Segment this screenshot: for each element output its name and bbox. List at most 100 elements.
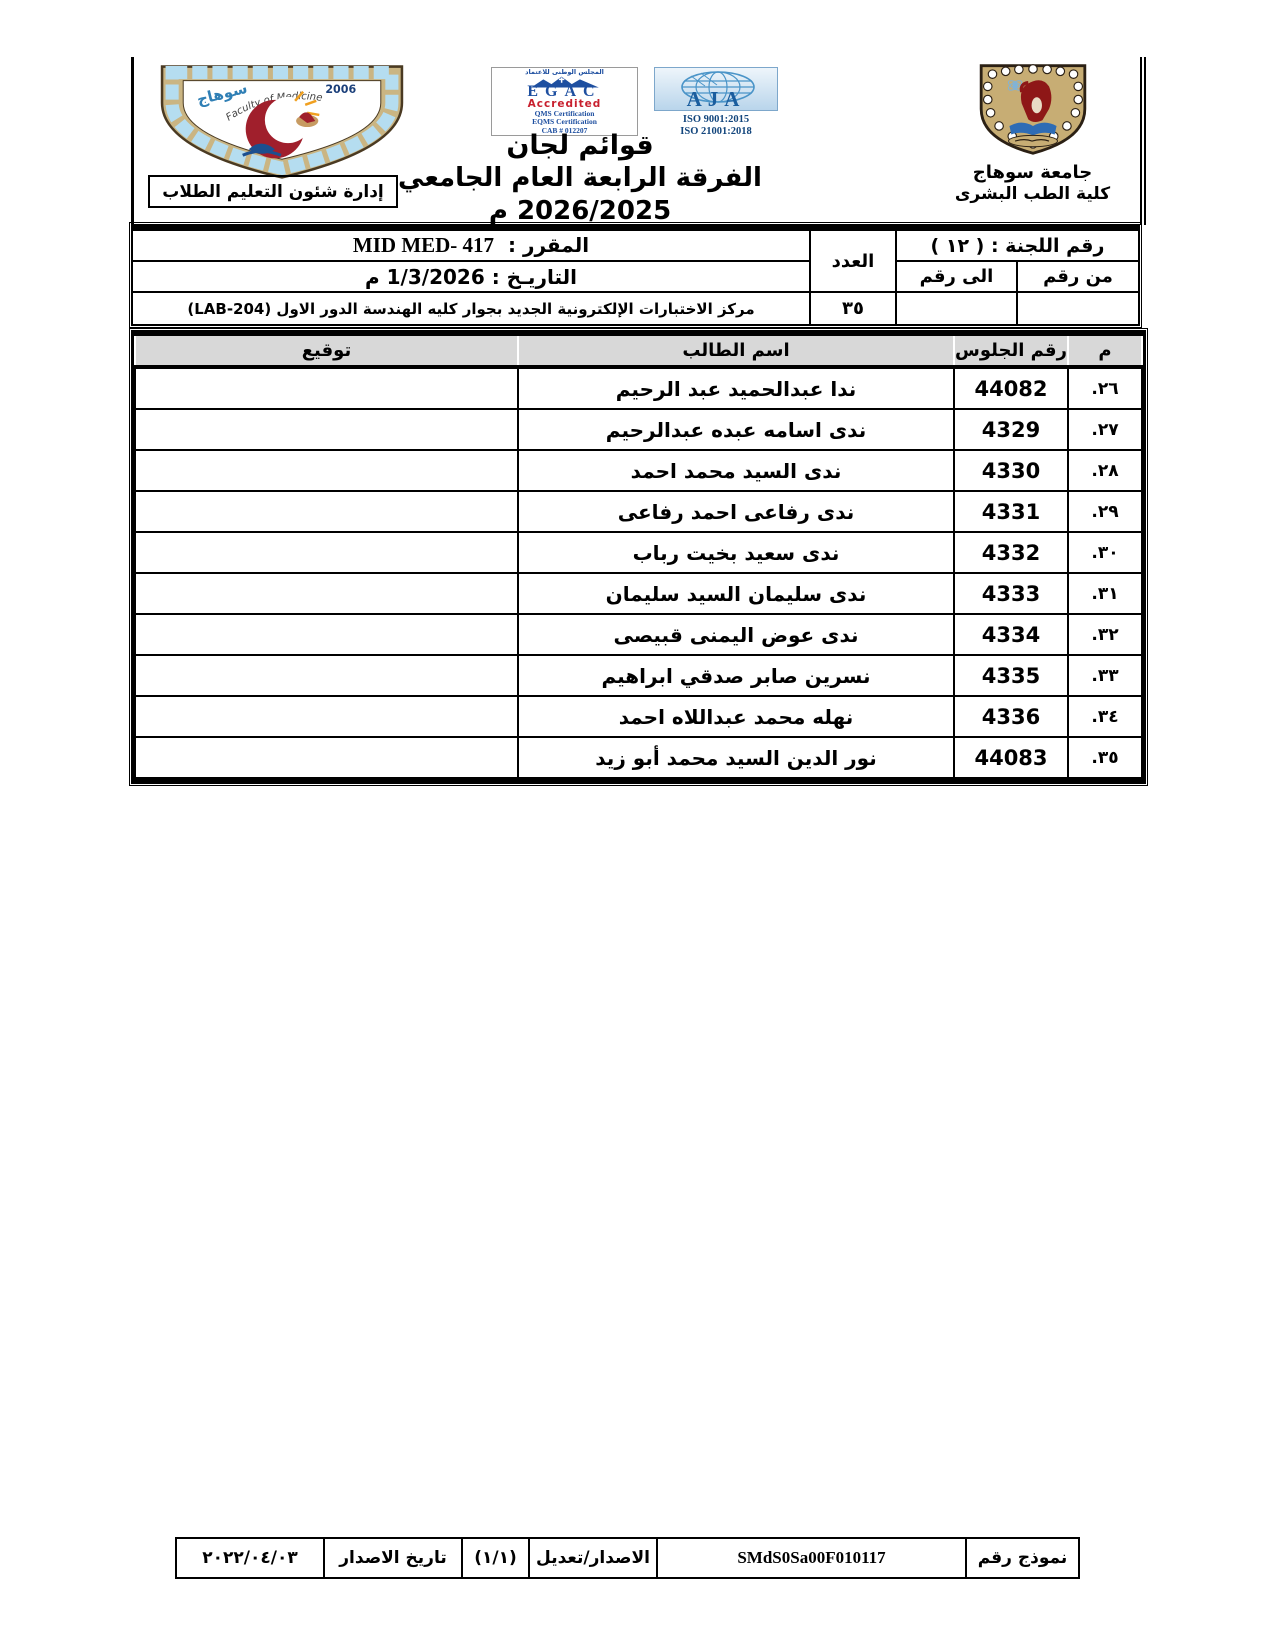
student-name: نسرين صابر صدقي ابراهيم: [517, 654, 955, 697]
row-number: ٣٠.: [1067, 531, 1143, 574]
aja-certification-logo: AJA ISO 9001:2015 ISO 21001:2018: [654, 67, 778, 138]
exam-location: مركز الاختبارات الإلكترونية الجديد بجوار…: [131, 291, 811, 326]
signature-cell: [134, 613, 519, 656]
to-number-label: الى رقم: [895, 260, 1018, 293]
date-suffix: م: [365, 264, 380, 289]
issue-date-value: ٢٠٢٢/٠٤/٠٣: [175, 1537, 325, 1579]
student-name: ندى عوض اليمنى قبيصى: [517, 613, 955, 656]
student-affairs-office-label: إدارة شئون التعليم الطلاب: [162, 181, 384, 202]
student-name: ندى سعيد بخيت رباب: [517, 531, 955, 574]
aja-globe-box: AJA: [654, 67, 778, 111]
egac-cert-line-1: QMS Certification: [534, 108, 595, 118]
student-name: ندى رفاعى احمد رفاعى: [517, 490, 955, 533]
aja-iso-line-2: ISO 21001:2018: [680, 126, 752, 137]
seat-number: 44083: [953, 736, 1069, 779]
page-subtitle: الفرقة الرابعة العام الجامعي 2026/2025 م: [398, 163, 762, 226]
seat-number: 4335: [953, 654, 1069, 697]
signature-cell: [134, 366, 519, 410]
faculty-of-medicine-logo-icon: 2006 Faculty of Medicine سوهاج: [156, 62, 408, 182]
university-name: جامعة سوهاج: [972, 162, 1093, 183]
header-right-border: [1134, 57, 1146, 225]
column-header-seat: رقم الجلوس: [953, 336, 1069, 369]
table-row: ٢٦. 44082 ندا عبدالحميد عبد الرحيم: [134, 366, 1143, 410]
table-row: ٢٨. 4330 ندى السيد محمد احمد: [134, 449, 1143, 492]
seat-number: 4333: [953, 572, 1069, 615]
egac-cert-line-2: EQMS Certification: [532, 117, 597, 126]
student-name: ندى سليمان السيد سليمان: [517, 572, 955, 615]
row-number: ٣٢.: [1067, 613, 1143, 656]
signature-cell: [134, 531, 519, 574]
date-label: التاريـخ :: [491, 264, 577, 289]
student-affairs-office-box: إدارة شئون التعليم الطلاب: [148, 175, 398, 208]
row-number: ٢٧.: [1067, 408, 1143, 451]
egac-cert-line-3: CAB # 012207: [541, 125, 588, 135]
column-header-signature: توقيع: [134, 336, 519, 369]
table-row: ٣٢. 4334 ندى عوض اليمنى قبيصى: [134, 613, 1143, 656]
seat-number: 4334: [953, 613, 1069, 656]
form-number-label: نموذج رقم: [965, 1537, 1080, 1579]
seat-number: 4330: [953, 449, 1069, 492]
egac-accreditation-logo: المجلس الوطنى للاعتماد EGAC Accredited Q…: [491, 67, 638, 136]
seat-number: 4332: [953, 531, 1069, 574]
seat-number: 4329: [953, 408, 1069, 451]
faculty-name: كلية الطب البشرى: [954, 184, 1111, 204]
student-name: ندى السيد محمد احمد: [517, 449, 955, 492]
table-row: ٢٧. 4329 ندى اسامه عبده عبدالرحيم: [134, 408, 1143, 451]
row-number: ٣٣.: [1067, 654, 1143, 697]
sohag-university-logo-icon: [979, 64, 1086, 155]
students-table-header-row: م رقم الجلوس اسم الطالب توقيع: [134, 336, 1143, 369]
signature-cell: [134, 449, 519, 492]
row-number: ٣٤.: [1067, 695, 1143, 738]
date-value: 1/3/2026: [386, 264, 485, 289]
to-number-value: [895, 291, 1018, 326]
committee-number: رقم اللجنة : ( ١٢ ): [895, 226, 1140, 262]
signature-cell: [134, 654, 519, 697]
egac-top-text: المجلس الوطنى للاعتماد: [525, 68, 604, 76]
table-row: ٣٠. 4332 ندى سعيد بخيت رباب: [134, 531, 1143, 574]
table-row: ٣٥. 44083 نور الدين السيد محمد أبو زيد: [134, 736, 1143, 779]
aja-iso-line-1: ISO 9001:2015: [682, 114, 750, 125]
table-row: ٢٩. 4331 ندى رفاعى احمد رفاعى: [134, 490, 1143, 533]
signature-cell: [134, 408, 519, 451]
row-number: ٣٥.: [1067, 736, 1143, 779]
revision-label: الاصدار/تعديل: [528, 1537, 658, 1579]
student-name: نهله محمد عبداللاه احمد: [517, 695, 955, 738]
count-label: العدد: [809, 226, 897, 293]
aja-name: AJA: [686, 87, 746, 111]
row-number: ٢٨.: [1067, 449, 1143, 492]
count-value: ٣٥: [809, 291, 897, 326]
table-row: ٣١. 4333 ندى سليمان السيد سليمان: [134, 572, 1143, 615]
row-number: ٢٦.: [1067, 366, 1143, 410]
form-code: SMdS0Sa00F010117: [656, 1537, 967, 1579]
seat-number: 44082: [953, 366, 1069, 410]
page-title: قوائم لجان: [506, 130, 654, 161]
student-name: نور الدين السيد محمد أبو زيد: [517, 736, 955, 779]
course-label: المقرر :: [508, 233, 590, 257]
issue-date-label: تاريخ الاصدار: [323, 1537, 463, 1579]
egac-mountains-icon: [530, 76, 599, 88]
aja-globe-icon: [681, 71, 755, 103]
signature-cell: [134, 695, 519, 738]
egac-accredited-label: Accredited: [527, 97, 602, 110]
document-footer: نموذج رقم SMdS0Sa00F010117 الاصدار/تعديل…: [175, 1537, 1080, 1579]
row-number: ٣١.: [1067, 572, 1143, 615]
signature-cell: [134, 736, 519, 779]
egac-name: EGAC: [527, 82, 602, 100]
column-header-number: م: [1067, 336, 1143, 369]
from-number-value: [1016, 291, 1140, 326]
student-name: ندى اسامه عبده عبدالرحيم: [517, 408, 955, 451]
revision-value: (١/١): [461, 1537, 530, 1579]
students-table: م رقم الجلوس اسم الطالب توقيع ٢٦. 44082 ند…: [129, 328, 1148, 786]
seat-number: 4336: [953, 695, 1069, 738]
seat-number: 4331: [953, 490, 1069, 533]
exam-date-cell: التاريـخ : 1/3/2026 م: [131, 260, 811, 293]
column-header-name: اسم الطالب: [517, 336, 955, 369]
table-row: ٣٣. 4335 نسرين صابر صدقي ابراهيم: [134, 654, 1143, 697]
table-row: ٣٤. 4336 نهله محمد عبداللاه احمد: [134, 695, 1143, 738]
course-code: MID MED- 417: [352, 233, 495, 257]
signature-cell: [134, 572, 519, 615]
signature-cell: [134, 490, 519, 533]
course-cell: المقرر : MID MED- 417: [131, 226, 811, 262]
header-left-border: [131, 57, 134, 225]
faculty-logo-year: 2006: [325, 83, 356, 96]
